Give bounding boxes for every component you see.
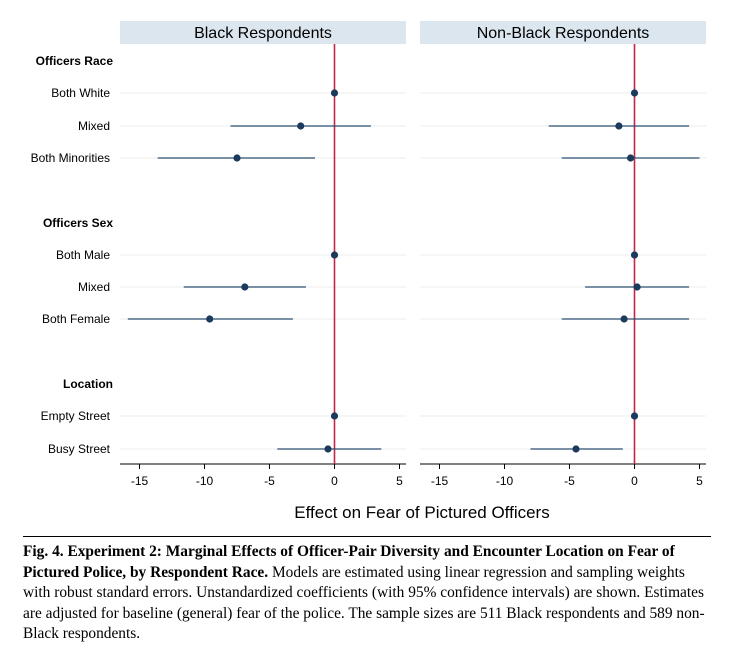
x-axis-label: Effect on Fear of Pictured Officers	[294, 503, 549, 522]
point-1-6	[630, 412, 639, 420]
caption-rule	[23, 536, 711, 537]
row-label-0: Both White	[51, 86, 110, 100]
row-label-2: Both Minorities	[31, 151, 110, 165]
x-tick-label-0-3: 0	[331, 474, 338, 488]
x-tick-label-0-1: -10	[196, 474, 214, 488]
x-tick-label-0-0: -15	[131, 474, 149, 488]
row-label-5: Both Female	[42, 312, 110, 326]
figure-caption: Fig. 4. Experiment 2: Marginal Effects o…	[23, 542, 711, 645]
group-label-0: Officers Race	[36, 54, 114, 68]
point-1-4	[633, 283, 641, 291]
x-tick-label-1-2: -5	[564, 474, 575, 488]
point-1-3	[630, 251, 639, 259]
group-label-2: Location	[63, 377, 113, 391]
point-1-1	[615, 122, 623, 130]
row-label-3: Both Male	[56, 248, 110, 262]
point-0-4	[241, 283, 249, 291]
panel-title-1: Non-Black Respondents	[477, 25, 650, 42]
x-tick-label-1-0: -15	[431, 474, 449, 488]
row-label-4: Mixed	[78, 280, 110, 294]
x-tick-label-0-2: -5	[264, 474, 275, 488]
point-0-5	[206, 315, 214, 323]
panel-header-1	[420, 21, 706, 44]
point-0-0	[330, 89, 339, 97]
forest-plot: Officers Race Officers Sex Location Both Wh…	[31, 21, 706, 522]
point-1-2	[627, 154, 635, 162]
x-tick-label-1-4: 5	[696, 474, 703, 488]
row-label-1: Mixed	[78, 119, 110, 133]
panel-title-0: Black Respondents	[194, 25, 332, 42]
point-0-3	[330, 251, 339, 259]
point-0-7	[324, 445, 332, 453]
x-tick-label-1-1: -10	[496, 474, 514, 488]
point-1-0	[630, 89, 639, 97]
caption-title: Fig. 4. Experiment 2: Marginal Effects o…	[23, 543, 675, 581]
point-0-1	[297, 122, 305, 130]
x-tick-label-1-3: 0	[631, 474, 638, 488]
point-0-2	[233, 154, 241, 162]
point-1-7	[572, 445, 580, 453]
row-label-6: Empty Street	[41, 409, 111, 423]
point-0-6	[330, 412, 339, 420]
x-tick-label-0-4: 5	[396, 474, 403, 488]
point-1-5	[620, 315, 628, 323]
caption-body: Models are estimated using linear regres…	[23, 563, 705, 643]
group-label-1: Officers Sex	[43, 216, 113, 230]
row-label-7: Busy Street	[48, 442, 111, 456]
panel-header-0	[120, 21, 406, 44]
